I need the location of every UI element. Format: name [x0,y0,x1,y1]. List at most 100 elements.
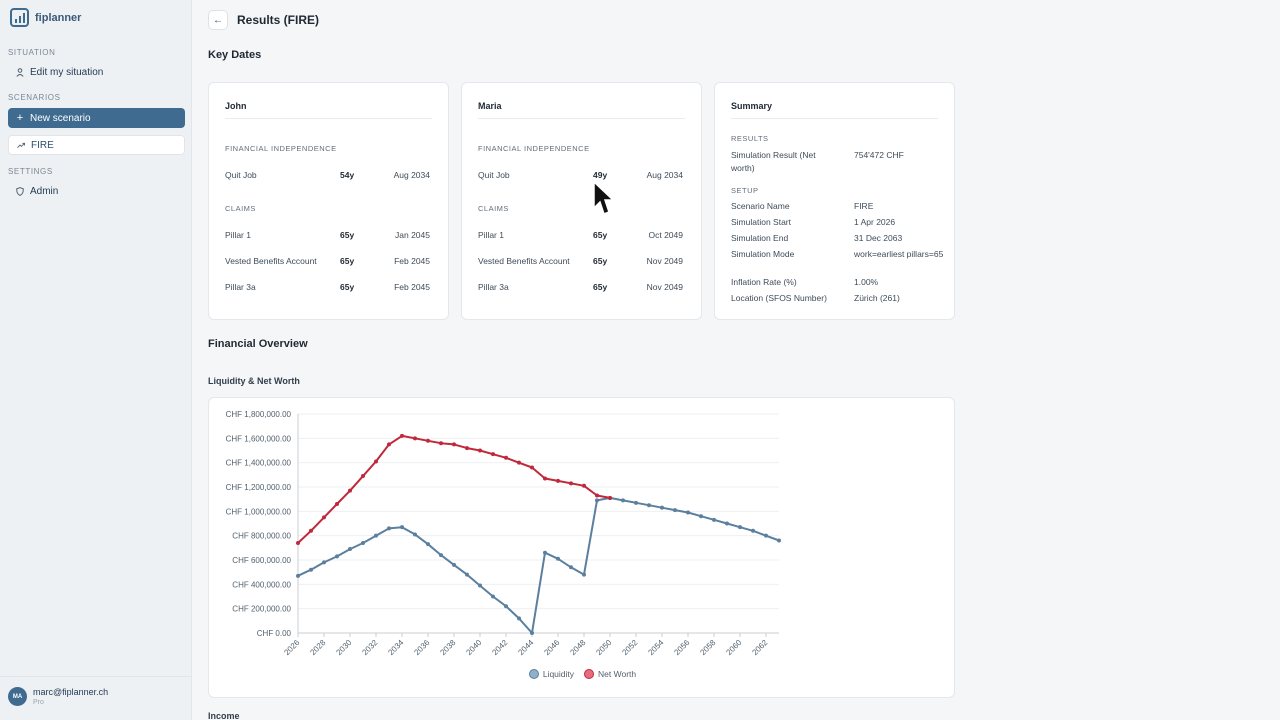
person-name: John [225,101,247,111]
data-point [309,528,313,533]
x-tick-label: 2046 [542,638,561,657]
income-heading: Income [208,711,240,720]
x-tick-label: 2040 [464,638,483,657]
sidebar-item-label: Admin [30,185,59,197]
y-tick-label: CHF 1,000,000.00 [226,507,292,516]
summary-key: Simulation Result (Net worth) [731,150,816,173]
row-date: Nov 2049 [646,256,683,266]
back-button[interactable]: ← [208,10,228,30]
x-tick-label: 2056 [672,638,691,657]
trending-up-icon [17,141,25,149]
data-point [465,572,469,577]
summary-title: Summary [731,101,773,111]
data-point [387,442,391,447]
summary-key: Inflation Rate (%) [731,277,797,287]
summary-key: Simulation Start [731,217,791,227]
user-email: marc@fiplanner.ch [33,687,109,697]
y-tick-label: CHF 600,000.00 [232,556,291,565]
x-tick-label: 2062 [750,638,769,657]
new-scenario-button[interactable]: + New scenario [8,108,185,128]
data-point [465,446,469,451]
sidebar-item-edit-situation[interactable]: Edit my situation [8,62,185,82]
chart-svg: CHF 0.00 CHF 200,000.00 CHF 400,000.00 CHF … [226,410,781,657]
sidebar-item-label: Edit my situation [30,66,104,78]
chart-title: Liquidity & Net Worth [208,376,300,386]
section-title-situation: SITUATION [8,48,56,57]
fi-label: FINANCIAL INDEPENDENCE [478,144,590,153]
y-tick-label: CHF 800,000.00 [232,532,291,541]
claims-label: CLAIMS [478,204,509,213]
brand[interactable]: fiplanner [10,8,81,27]
data-point [517,460,521,465]
data-point [556,556,560,561]
avatar: MA [8,687,27,706]
data-point [413,532,417,537]
setup-label: SETUP [731,186,759,195]
row-date: Jan 2045 [395,230,430,240]
claim-row: Pillar 1 65y Oct 2049 [478,230,683,242]
x-tick-label: 2054 [646,638,665,657]
series-line-liquidity [297,496,780,634]
x-tick-label: 2048 [568,638,587,657]
data-point [413,436,417,441]
data-point [712,517,716,522]
sidebar-item-admin[interactable]: Admin [8,181,185,201]
data-point [400,525,404,530]
data-point [452,442,456,447]
data-point [439,441,443,446]
summary-value: 754'472 CHF [854,150,904,160]
row-date: Feb 2045 [394,282,430,292]
series-line-net-worth [297,434,611,544]
chart-legend: Liquidity Net Worth [209,669,956,679]
data-point [582,572,586,577]
y-tick-label: CHF 1,200,000.00 [226,483,292,492]
y-tick-label: CHF 1,600,000.00 [226,434,292,443]
data-point [660,505,664,510]
summary-value: work=earliest pillars=65 [854,249,944,259]
data-point [777,538,781,543]
claim-row: Vested Benefits Account 65y Nov 2049 [478,256,683,268]
y-tick-label: CHF 1,800,000.00 [226,410,292,419]
x-tick-label: 2060 [724,638,743,657]
summary-value: FIRE [854,201,874,211]
sidebar-item-label: FIRE [31,139,54,151]
new-scenario-label: New scenario [30,112,91,124]
x-tick-label: 2052 [620,638,639,657]
data-point [569,481,573,486]
data-point [426,542,430,547]
sidebar-item-fire[interactable]: FIRE [8,135,185,155]
mouse-cursor-icon [593,180,615,222]
row-age: 65y [593,282,608,292]
page-title: Results (FIRE) [237,13,320,27]
person-card-maria: Maria FINANCIAL INDEPENDENCE Quit Job 49… [461,82,702,320]
row-age: 65y [340,256,355,266]
summary-card: Summary RESULTS Simulation Result (Net w… [714,82,955,320]
data-point [361,474,365,479]
legend-item-liquidity[interactable]: Liquidity [528,669,574,679]
data-point [439,553,443,558]
quit-job-row: Quit Job 54y Aug 2034 [225,170,430,182]
row-label: Vested Benefits Account [225,256,317,266]
data-point [504,455,508,460]
data-point [335,502,339,507]
y-tick-label: CHF 0.00 [257,629,292,638]
row-age: 65y [340,230,355,240]
x-tick-label: 2036 [412,638,431,657]
section-title-scenarios: SCENARIOS [8,93,61,102]
row-label: Pillar 1 [225,230,251,240]
user-menu[interactable]: MA marc@fiplanner.ch Pro [0,676,192,720]
x-tick-label: 2030 [334,638,353,657]
person-card-john: John FINANCIAL INDEPENDENCE Quit Job 54y… [208,82,449,320]
summary-key: Simulation Mode [731,249,795,259]
data-point [426,438,430,443]
person-name: Maria [478,101,502,111]
claims-label: CLAIMS [225,204,256,213]
data-point [725,521,729,526]
data-point [543,476,547,481]
data-point [569,565,573,570]
liquidity-networth-chart: CHF 0.00 CHF 200,000.00 CHF 400,000.00 CHF … [208,397,955,698]
row-label: Pillar 3a [225,282,256,292]
y-tick-label: CHF 200,000.00 [232,605,291,614]
legend-item-net-worth[interactable]: Net Worth [584,669,636,679]
data-point [374,533,378,538]
